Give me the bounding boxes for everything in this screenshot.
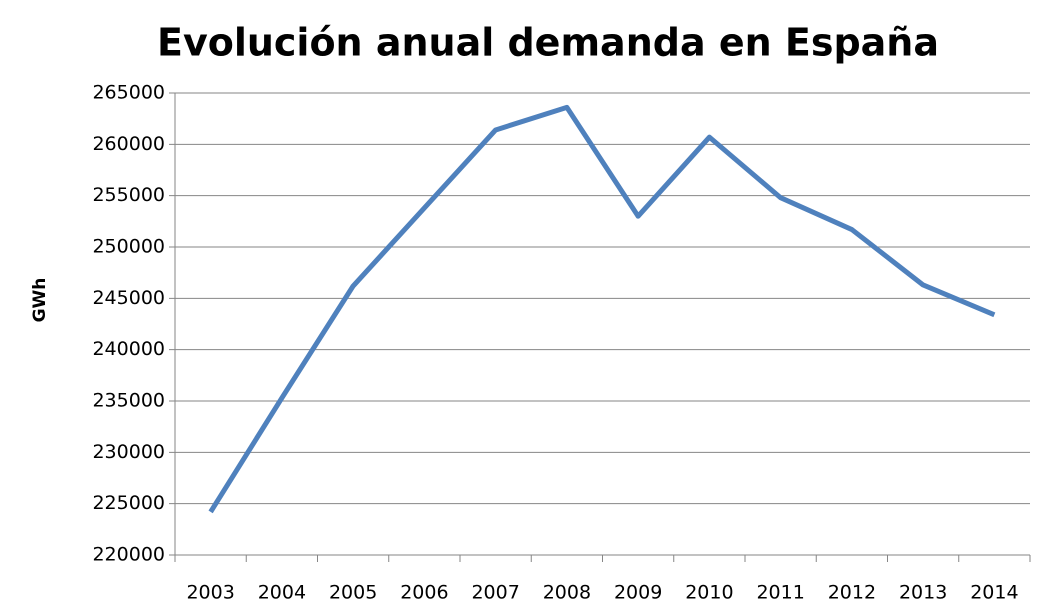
x-tick-label: 2003: [186, 582, 234, 604]
y-tick-label: 255000: [92, 184, 165, 206]
chart-title: Evolución anual demanda en España: [157, 21, 939, 65]
x-tick-label: 2008: [543, 582, 591, 604]
y-tick-label: 260000: [92, 133, 165, 155]
x-tick-label: 2011: [756, 582, 804, 604]
y-tick-label: 225000: [92, 492, 165, 514]
y-tick-label: 245000: [92, 287, 165, 309]
x-tick-label: 2007: [471, 582, 519, 604]
data-line: [208, 104, 996, 514]
y-tick-label: 240000: [92, 338, 165, 360]
x-tick-label: 2006: [400, 582, 448, 604]
x-tick-label: 2009: [614, 582, 662, 604]
y-tick-label: 220000: [92, 544, 165, 566]
y-tick-label: 235000: [92, 390, 165, 412]
y-tick-label: 250000: [92, 236, 165, 258]
x-tick-label: 2012: [828, 582, 876, 604]
x-tick-label: 2014: [970, 582, 1018, 604]
x-tick-label: 2010: [685, 582, 733, 604]
x-tick-label: 2004: [258, 582, 306, 604]
x-tick-label: 2005: [329, 582, 377, 604]
y-tick-label: 265000: [92, 82, 165, 104]
y-tick-label: 230000: [92, 441, 165, 463]
x-tick-label: 2013: [899, 582, 947, 604]
y-axis-label: GWh: [30, 278, 50, 323]
